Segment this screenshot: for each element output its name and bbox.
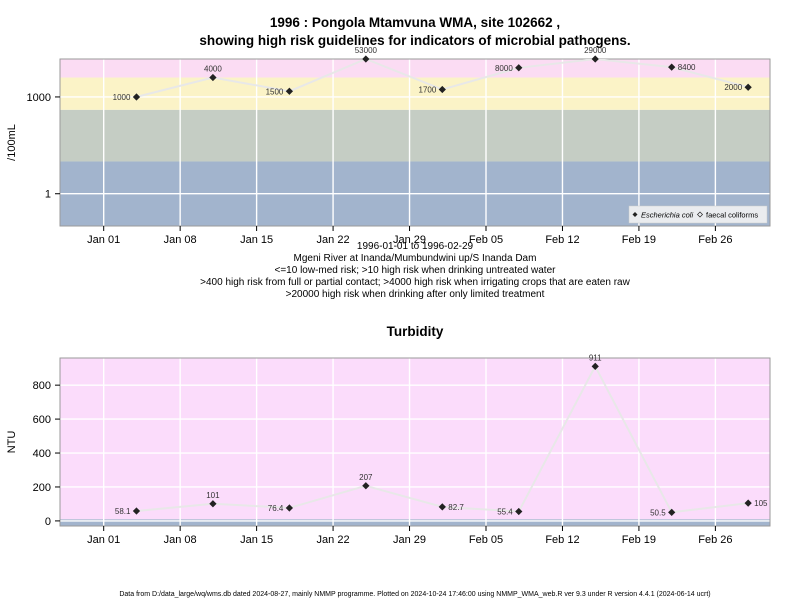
x-tick-label: Feb 26 <box>698 534 732 546</box>
legend-marker-open-diamond <box>697 211 703 218</box>
data-label: 76.4 <box>268 504 284 513</box>
x-tick-label: Feb 12 <box>545 234 579 246</box>
y-tick-label: 200 <box>33 482 51 494</box>
data-label: 101 <box>206 491 220 500</box>
plot-frame <box>59 357 771 527</box>
y-tick-label: 800 <box>33 380 51 392</box>
footer-note: Data from D:/data_large/wq/wms.db dated … <box>119 591 710 598</box>
data-point <box>668 508 676 516</box>
y-tick-label: 400 <box>33 448 51 460</box>
chart1-subtitle: showing high risk guidelines for indicat… <box>199 33 630 48</box>
data-point <box>132 93 141 101</box>
risk-band <box>60 519 770 526</box>
data-label: 207 <box>359 473 373 482</box>
data-label: 29000 <box>584 46 607 55</box>
x-tick-label: Feb 19 <box>622 234 656 246</box>
x-tick-label: Jan 15 <box>240 234 273 246</box>
x-tick-label: Feb 19 <box>622 534 656 546</box>
chart1-plot: Jan 01 Jan 08 Jan 15 Jan 22 Jan 29 Feb 05 Feb … <box>6 46 771 246</box>
chart1-note-risk-1: <=10 low-med risk; >10 high risk when dr… <box>275 265 557 276</box>
data-point <box>591 362 599 370</box>
chart2-plot: Jan 01 Jan 08 Jan 15 Jan 22 Jan 29 Feb 05 Feb … <box>6 353 771 546</box>
data-point <box>515 64 523 72</box>
x-tick-label: Jan 01 <box>87 234 120 246</box>
chart1-note-risk-2: >400 high risk from full or partial cont… <box>200 277 630 288</box>
x-tick-label: Jan 22 <box>317 234 350 246</box>
y-tick-label: 600 <box>33 414 51 426</box>
data-point <box>132 507 141 515</box>
data-point <box>744 83 752 91</box>
y-axis-label: NTU <box>6 431 18 454</box>
data-point <box>438 85 446 94</box>
data-point <box>668 63 676 71</box>
data-label: 2000 <box>724 83 742 92</box>
data-point <box>285 87 294 95</box>
data-label: 8000 <box>495 64 513 73</box>
data-label: 1700 <box>419 86 437 95</box>
x-tick-label: Jan 22 <box>317 534 350 546</box>
x-tick-label: Feb 05 <box>469 234 503 246</box>
plot-frame <box>59 58 771 227</box>
data-point <box>515 507 523 516</box>
x-tick-label: Jan 29 <box>393 534 426 546</box>
x-tick-label: Feb 12 <box>545 534 579 546</box>
data-point <box>209 500 217 508</box>
legend-entry: Escherichia coli <box>641 211 693 220</box>
data-point <box>362 482 370 490</box>
x-tick-label: Feb 26 <box>698 234 732 246</box>
y-axis-label: /100mL <box>6 124 18 161</box>
x-tick-label: Feb 05 <box>469 534 503 546</box>
legend: Escherichia coli faecal coliforms <box>628 205 768 224</box>
risk-band <box>60 59 770 78</box>
data-label: 53000 <box>355 46 378 55</box>
chart1-note-daterange: 1996-01-01 to 1996-02-29 <box>357 241 474 252</box>
legend-box <box>628 205 768 224</box>
legend-marker-filled-diamond <box>632 212 638 217</box>
data-label: 58.1 <box>115 507 131 516</box>
x-tick-label: Jan 08 <box>164 534 197 546</box>
data-point <box>285 504 294 512</box>
data-label: 1000 <box>113 93 131 102</box>
legend-entry: faecal coliforms <box>706 211 758 220</box>
y-tick-label: 0 <box>45 516 51 528</box>
data-point <box>362 55 370 63</box>
data-point <box>744 499 752 507</box>
x-tick-label: Jan 01 <box>87 534 120 546</box>
data-label: 50.5 <box>650 508 666 517</box>
data-label: 8400 <box>678 63 696 72</box>
data-label: 82.7 <box>448 503 464 512</box>
chart1-note-risk-3: >20000 high risk when drinking after onl… <box>286 289 545 300</box>
data-label: 55.4 <box>497 508 513 517</box>
data-label: 911 <box>589 353 602 362</box>
y-tick-label: 1 <box>45 189 51 201</box>
risk-band <box>60 77 770 110</box>
data-point <box>209 73 217 82</box>
chart1-title: 1996 : Pongola Mtamvuna WMA, site 102662… <box>270 15 560 30</box>
data-point <box>438 503 446 511</box>
chart1-note-site: Mgeni River at Inanda/Mumbundwini up/S I… <box>294 253 537 264</box>
data-label: 4000 <box>204 65 222 74</box>
y-tick-label: 1000 <box>27 92 51 104</box>
data-point <box>591 55 599 63</box>
risk-band <box>60 109 770 162</box>
chart2-title: Turbidity <box>387 324 444 339</box>
x-tick-label: Jan 29 <box>393 234 426 246</box>
data-label: 1500 <box>266 87 284 96</box>
data-label: 105 <box>754 499 768 508</box>
x-tick-label: Jan 15 <box>240 534 273 546</box>
x-tick-label: Jan 08 <box>164 234 197 246</box>
